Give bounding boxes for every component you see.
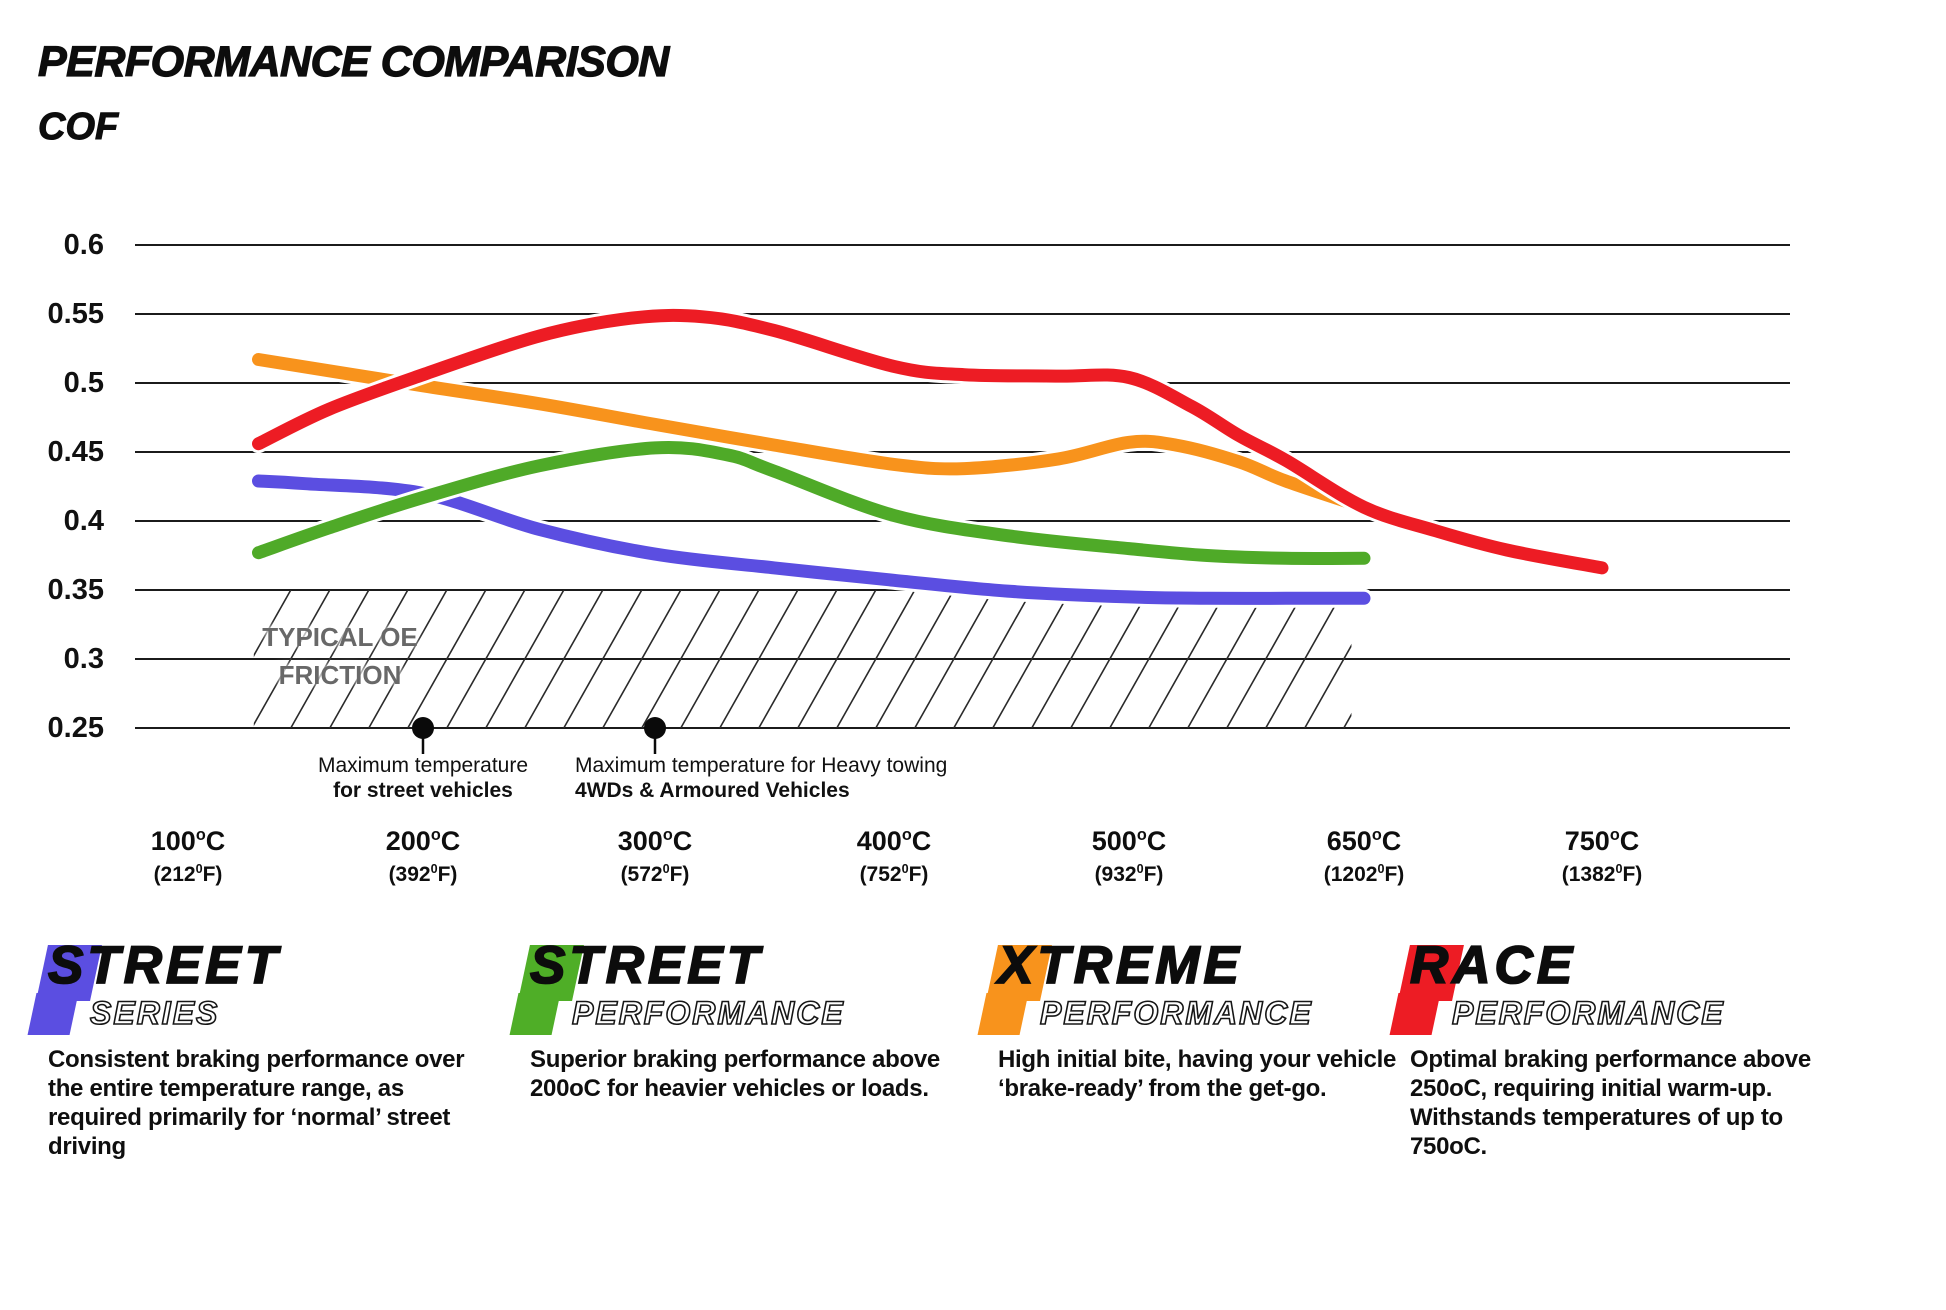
street-series-logo-color-block-small [27,993,79,1035]
y-tick-0.4: 0.4 [63,505,104,537]
xtreme-performance-description: High initial bite, having your vehicle ‘… [998,1046,1397,1102]
y-tick-0.6: 0.6 [63,229,104,261]
y-tick-0.35: 0.35 [47,574,104,606]
logo-letter: P [1451,994,1476,1032]
street-performance-logo: STREET PERFORMANCE [509,935,968,1043]
logo-letter: X [997,935,1038,996]
oe-label-line1: TYPICAL OE [262,622,418,652]
legend-card-street-performance: STREET PERFORMANCE Superior braking perf… [509,935,968,1102]
x-tick-650c: 650oC (12020F) [1323,826,1405,886]
y-axis-title: COF [37,106,119,149]
logo-letter: S [47,935,88,996]
x-tick-200c: 200oC (3920F) [385,826,461,886]
logo-letter: P [571,994,596,1032]
page-title: PERFORMANCE COMPARISON [37,37,670,86]
xtreme-performance-logo: XTREME PERFORMANCE [977,935,1436,1043]
series-line-race-performance [252,308,1609,575]
street-series-logo: STREET SERIES [27,935,486,1043]
y-tick-0.5: 0.5 [63,367,104,399]
max-temp-annotation-0: Maximum temperature for street vehicles [317,754,529,802]
logo-letter: S [89,994,114,1032]
legend-card-street-series: STREET SERIES Consistent braking perform… [27,935,486,1160]
x-tick-100c: 100oC (2120F) [150,826,226,886]
max-temp-dot-1 [644,717,666,739]
street-performance-logo-color-block-small [509,993,561,1035]
max-temp-dot-0 [412,717,434,739]
oe-friction-hatch [253,590,1352,728]
y-tick-0.25: 0.25 [47,712,104,744]
oe-label-line2: FRICTION [278,660,402,690]
race-performance-description: Optimal braking performance above 250oC,… [1410,1046,1811,1160]
logo-letter: P [1039,994,1064,1032]
y-tick-0.45: 0.45 [47,436,104,468]
y-tick-0.3: 0.3 [63,643,104,675]
series-line-xtreme-performance [252,353,1371,514]
x-tick-500c: 500oC (9320F) [1091,826,1167,886]
x-tick-300c: 300oC (5720F) [617,826,693,886]
y-tick-0.55: 0.55 [47,298,104,330]
legend-card-xtreme-performance: XTREME PERFORMANCE High initial bite, ha… [977,935,1436,1102]
typical-oe-friction-label: TYPICAL OE FRICTION [248,618,432,694]
series-line-street-performance [252,441,1371,565]
street-performance-description: Superior braking performance above 200oC… [530,1046,940,1102]
xtreme-performance-logo-color-block-small [977,993,1029,1035]
x-tick-750c: 750oC (13820F) [1561,826,1643,886]
x-tick-400c: 400oC (7520F) [856,826,932,886]
legend-card-race-performance: RACE PERFORMANCE Optimal braking perform… [1389,935,1848,1160]
street-series-description: Consistent braking performance over the … [48,1046,465,1160]
max-temp-annotation-1: Maximum temperature for Heavy towing 4WDs… [575,754,948,802]
logo-letter: R [1409,935,1453,996]
race-performance-logo-color-block-small [1389,993,1441,1035]
race-performance-logo: RACE PERFORMANCE [1389,935,1848,1043]
logo-letter: S [529,935,570,996]
